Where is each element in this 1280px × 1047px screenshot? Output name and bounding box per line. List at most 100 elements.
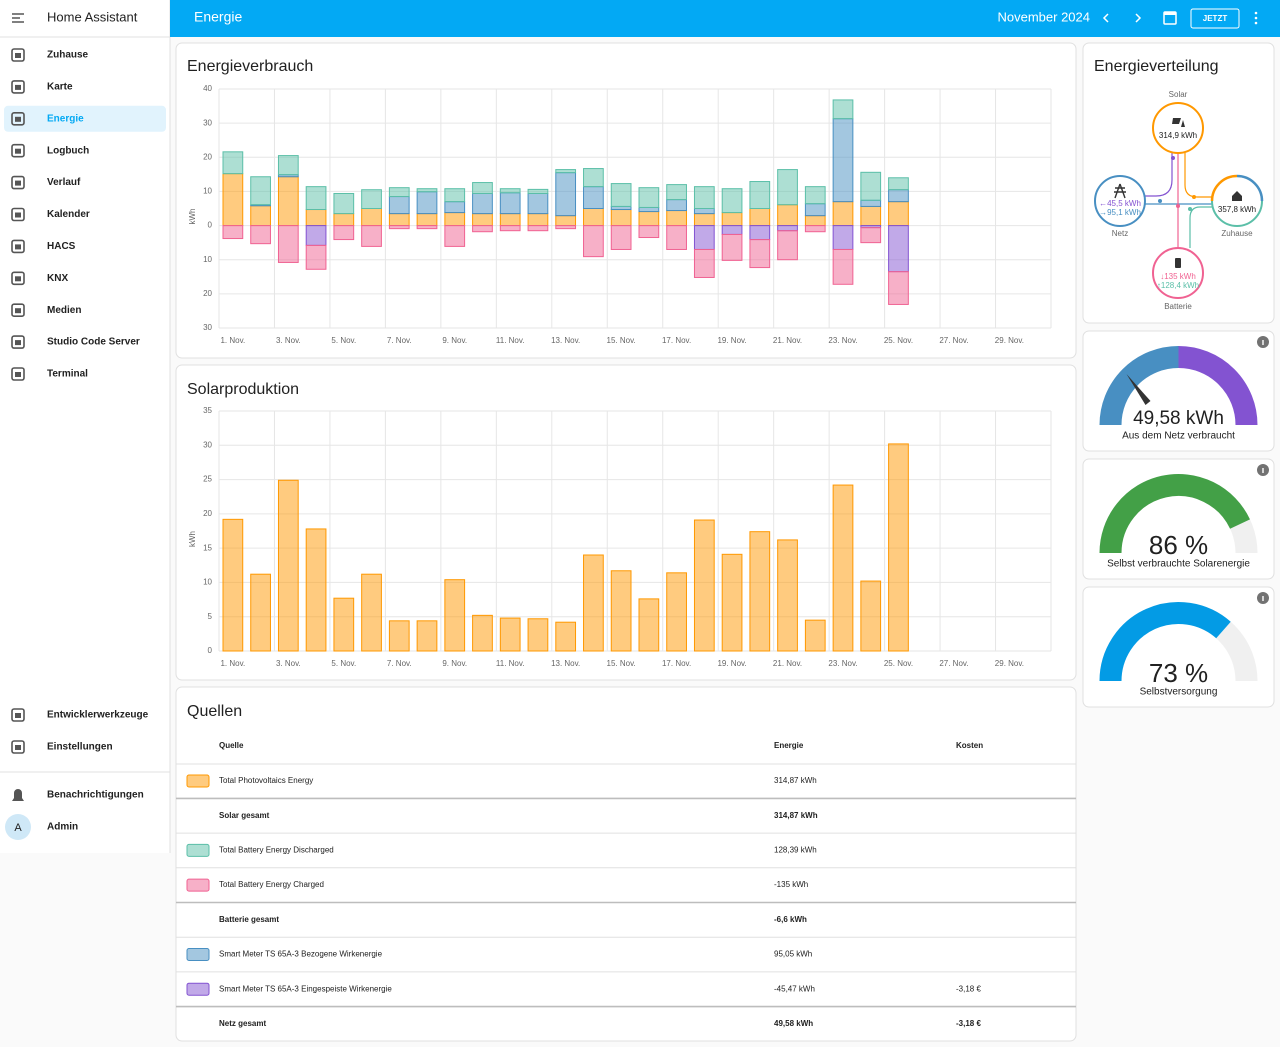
bar <box>499 225 521 232</box>
bar <box>444 579 466 652</box>
app-title: Home Assistant <box>47 9 138 24</box>
nav-item[interactable]: Kalender <box>47 209 90 220</box>
nav-item[interactable]: Studio Code Server <box>47 337 140 348</box>
bar <box>416 225 438 230</box>
flow-text: Solar <box>1169 90 1188 99</box>
source-name: Total Photovoltaics Energy <box>219 776 313 785</box>
bar <box>777 225 798 232</box>
y-tick-label: 20 <box>203 509 212 518</box>
x-tick-label: 27. Nov. <box>939 336 968 345</box>
flow-dot <box>1176 204 1180 208</box>
nav-item[interactable]: Einstellungen <box>47 742 113 753</box>
nav-item[interactable]: Verlauf <box>47 177 81 188</box>
nav-item[interactable]: Medien <box>47 305 81 316</box>
x-tick-label: 13. Nov. <box>551 659 580 668</box>
bar <box>749 239 771 269</box>
icon-shape <box>15 713 21 718</box>
nav-item[interactable]: HACS <box>47 241 76 252</box>
y-tick-label: 30 <box>203 118 212 127</box>
y-tick-label: 30 <box>203 323 212 332</box>
nav-item[interactable]: Terminal <box>47 369 88 380</box>
bar <box>305 225 327 246</box>
nav-item[interactable]: Admin <box>47 822 78 833</box>
bar <box>555 169 577 174</box>
overflow-menu[interactable] <box>1254 11 1258 25</box>
bar <box>499 617 521 652</box>
bar <box>610 225 632 250</box>
home-icon <box>1232 191 1242 201</box>
now-button[interactable] <box>1190 8 1240 29</box>
bar <box>610 570 632 652</box>
x-tick-label: 7. Nov. <box>387 659 412 668</box>
nav-icon <box>11 367 25 381</box>
y-tick-label: 30 <box>203 440 212 449</box>
bar <box>832 118 854 203</box>
bar <box>444 188 466 203</box>
y-tick-label: 10 <box>203 187 212 196</box>
nav-item[interactable]: Entwicklerwerkzeuge <box>47 710 149 721</box>
x-tick-label: 3. Nov. <box>276 659 301 668</box>
icon-shape <box>11 143 25 158</box>
bar <box>804 619 826 652</box>
nav-item[interactable]: Karte <box>47 82 73 93</box>
flow-line <box>1189 206 1212 248</box>
bar <box>777 539 798 652</box>
nav-icon <box>11 708 25 722</box>
icon-shape <box>15 180 21 186</box>
flow-text: →95,1 kWh <box>1099 208 1141 217</box>
source-name: Netz gesamt <box>219 1019 266 1028</box>
bar <box>305 528 327 652</box>
nav-item[interactable]: Energie <box>47 113 84 124</box>
calendar-button[interactable] <box>1163 11 1177 25</box>
column-header: Quelle <box>219 741 244 750</box>
nav-item[interactable]: KNX <box>47 273 68 284</box>
icon-shape <box>15 340 21 346</box>
icon-shape <box>15 308 21 314</box>
bar <box>666 184 687 201</box>
nav-highlight <box>4 105 166 132</box>
grid-icon <box>1114 183 1126 199</box>
icon-shape <box>15 372 21 377</box>
nav-icon <box>11 303 25 318</box>
source-name: Smart Meter TS 65A-3 Bezogene Wirkenergi… <box>219 950 383 959</box>
bar <box>666 210 687 227</box>
menu-button[interactable] <box>12 13 24 23</box>
prev-button[interactable] <box>1102 13 1109 23</box>
bar <box>250 205 271 227</box>
nav-item[interactable]: Logbuch <box>47 145 89 156</box>
bar <box>333 192 355 215</box>
nav-item[interactable]: Benachrichtigungen <box>47 790 144 801</box>
bar <box>777 230 798 261</box>
bar <box>777 204 798 227</box>
bar <box>555 172 577 217</box>
x-tick-label: 21. Nov. <box>773 336 802 345</box>
bar <box>222 518 244 652</box>
bar <box>832 201 854 227</box>
bar <box>361 573 382 652</box>
nav-item[interactable]: Zuhause <box>47 50 89 61</box>
x-tick-label: 5. Nov. <box>331 336 356 345</box>
flow-text: ↓135 kWh <box>1160 272 1196 281</box>
nav-icon <box>11 207 25 222</box>
top-bar <box>170 0 1280 37</box>
source-energy: -135 kWh <box>774 880 808 889</box>
flow-text: Zuhause <box>1221 229 1253 238</box>
icon-shape <box>11 740 25 754</box>
bar <box>444 225 466 247</box>
source-energy: -45,47 kWh <box>774 984 815 993</box>
bar <box>832 225 854 250</box>
icon-shape <box>15 84 21 90</box>
bar <box>666 225 687 250</box>
gauge-value: 73 % <box>1149 658 1208 688</box>
period: November 2024 <box>998 9 1091 24</box>
card <box>1082 586 1275 708</box>
bar <box>388 196 410 215</box>
next-button[interactable] <box>1135 13 1142 23</box>
bar <box>305 186 327 211</box>
y-tick-label: 0 <box>208 646 213 655</box>
x-tick-label: 17. Nov. <box>662 659 691 668</box>
gauge-value: 86 % <box>1149 530 1208 560</box>
bar <box>527 213 549 227</box>
bar <box>527 192 549 215</box>
